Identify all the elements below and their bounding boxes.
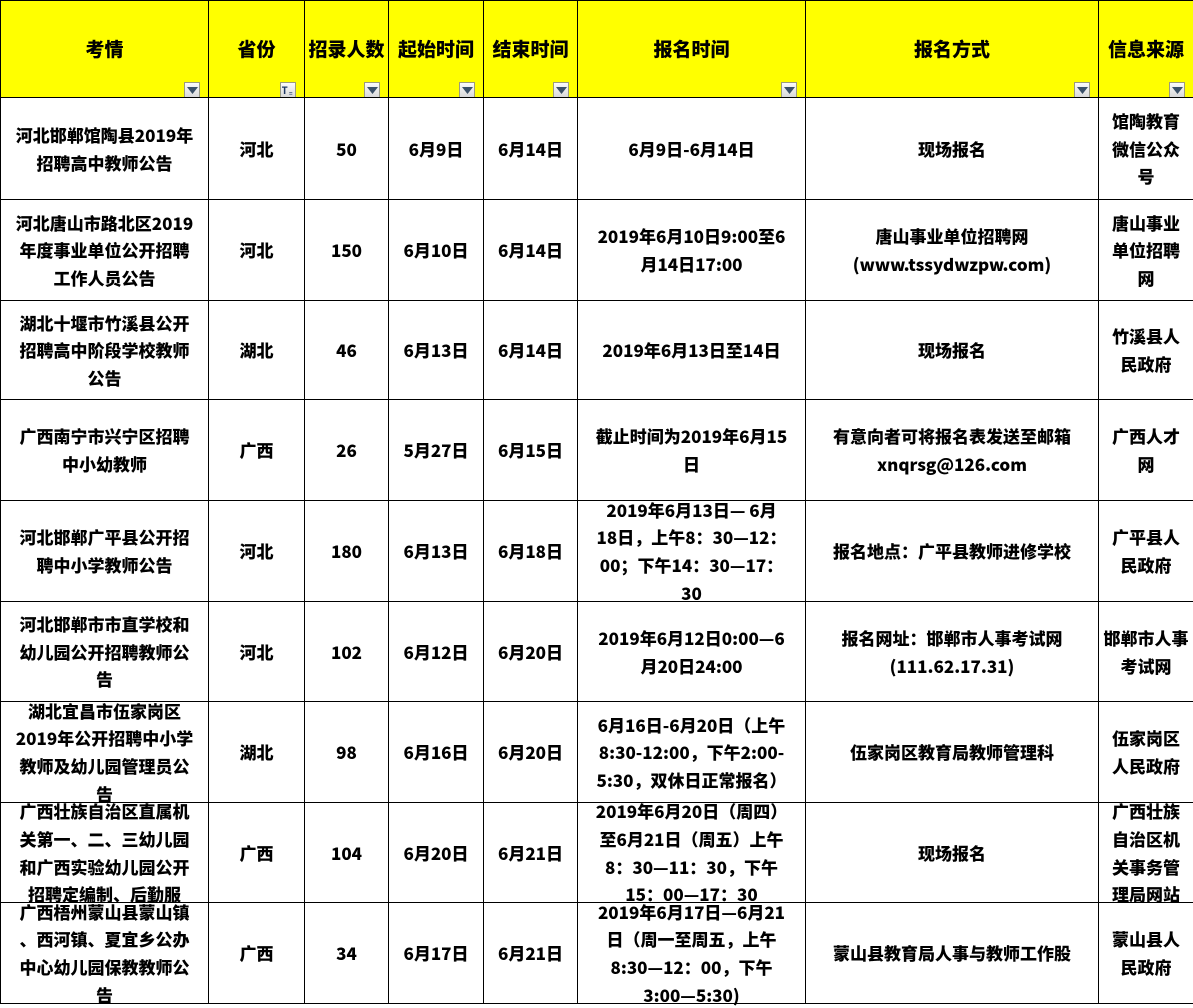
svg-text:T: T <box>282 84 288 96</box>
svg-text:=: = <box>289 89 293 97</box>
